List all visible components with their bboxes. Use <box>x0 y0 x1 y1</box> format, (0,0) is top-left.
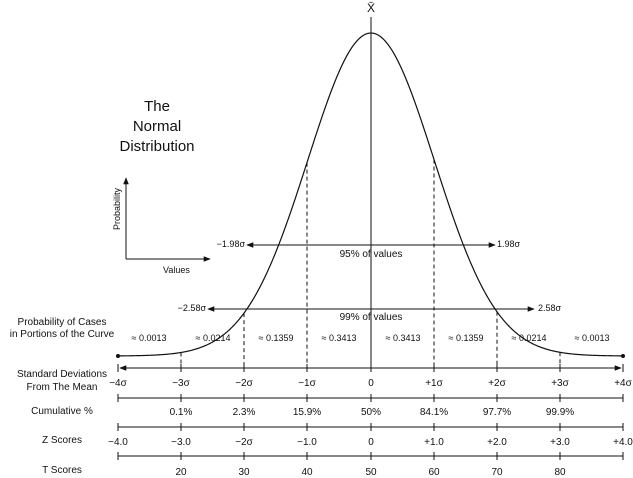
interval-95-right: 1.98σ <box>497 239 521 249</box>
t-score-value: 50 <box>365 467 377 478</box>
inset-y-label: Probability <box>112 187 122 230</box>
t-score-value: 30 <box>238 467 250 478</box>
std-dev-tick-label: −1σ <box>298 378 316 389</box>
interval-95: −1.98σ 1.98σ 95% of values <box>217 239 521 260</box>
cumulative-pct-value: 2.3% <box>233 407 256 418</box>
cumulative-pct-value: 99.9% <box>546 407 574 418</box>
label-prob-cases-1: Probability of Cases <box>18 317 107 328</box>
axes-inset: Probability Values <box>112 177 211 275</box>
z-score-value: −3.0 <box>171 437 191 448</box>
interval-99-label: 99% of values <box>340 312 403 323</box>
label-std-dev-1: Standard Deviations <box>17 369 107 380</box>
z-score-value: −1.0 <box>297 437 317 448</box>
portion-probability: ≈ 0.0214 <box>512 333 547 343</box>
std-dev-tick-label: +1σ <box>425 378 443 389</box>
t-score-value: 20 <box>175 467 187 478</box>
t-score-value: 60 <box>428 467 440 478</box>
std-dev-tick-label: −2σ <box>235 378 253 389</box>
z-score-value: −4.0 <box>108 437 128 448</box>
interval-95-label: 95% of values <box>340 249 403 260</box>
scale-rows: −4σ −4.0 −3σ 0.1% −3.0 20 −2σ 2.3% −2σ 30 −1σ 15.9%… <box>108 364 633 478</box>
cumulative-pct-value: 84.1% <box>420 407 448 418</box>
t-score-value: 40 <box>301 467 313 478</box>
z-score-value: +4.0 <box>613 437 633 448</box>
portion-probability: ≈ 0.0214 <box>196 333 231 343</box>
sigma-dashed-lines <box>180 159 561 366</box>
row-labels: Probability of Cases in Portions of the … <box>10 317 115 476</box>
cumulative-pct-value: 15.9% <box>293 407 321 418</box>
interval-99: −2.58σ 2.58σ 99% of values <box>178 303 562 323</box>
z-score-value: +3.0 <box>550 437 570 448</box>
label-std-dev-2: From The Mean <box>27 382 98 393</box>
interval-99-right: 2.58σ <box>538 303 562 313</box>
portion-probability: ≈ 0.0013 <box>132 333 167 343</box>
z-score-value: +1.0 <box>424 437 444 448</box>
portion-probability: ≈ 0.1359 <box>259 333 294 343</box>
std-dev-tick-label: 0 <box>368 378 374 389</box>
std-dev-tick-label: +3σ <box>551 378 569 389</box>
inset-x-label: Values <box>163 265 190 275</box>
cumulative-pct-value: 0.1% <box>170 407 193 418</box>
std-dev-tick-label: −3σ <box>172 378 190 389</box>
t-score-value: 70 <box>491 467 503 478</box>
portion-probability: ≈ 0.0013 <box>575 333 610 343</box>
std-dev-tick-label: −4σ <box>109 378 127 389</box>
cumulative-pct-value: 97.7% <box>483 407 511 418</box>
curve-end-right <box>621 354 625 358</box>
title-line-3: Distribution <box>119 138 194 155</box>
interval-99-left: −2.58σ <box>178 303 207 313</box>
interval-95-left: −1.98σ <box>217 239 246 249</box>
mean-xbar-label: X̄ <box>367 1 375 15</box>
z-score-value: +2.0 <box>487 437 507 448</box>
curve-end-left <box>116 354 120 358</box>
std-dev-tick-label: +2σ <box>488 378 506 389</box>
title-line-2: Normal <box>133 118 181 135</box>
portion-probability: ≈ 0.3413 <box>322 333 357 343</box>
portion-probability: ≈ 0.1359 <box>449 333 484 343</box>
std-dev-tick-label: +4σ <box>614 378 632 389</box>
title-line-1: The <box>144 98 170 115</box>
t-score-value: 80 <box>554 467 566 478</box>
portion-labels: ≈ 0.0013 ≈ 0.0214 ≈ 0.1359 ≈ 0.3413 ≈ 0.3413… <box>132 333 610 343</box>
label-t-scores: T Scores <box>42 465 82 476</box>
portion-probability: ≈ 0.3413 <box>386 333 421 343</box>
label-cumulative: Cumulative % <box>31 406 93 417</box>
label-z-scores: Z Scores <box>42 435 82 446</box>
z-score-value: 0 <box>368 437 374 448</box>
z-score-value: −2σ <box>235 437 253 448</box>
label-prob-cases-2: in Portions of the Curve <box>10 329 115 340</box>
cumulative-pct-value: 50% <box>361 407 381 418</box>
